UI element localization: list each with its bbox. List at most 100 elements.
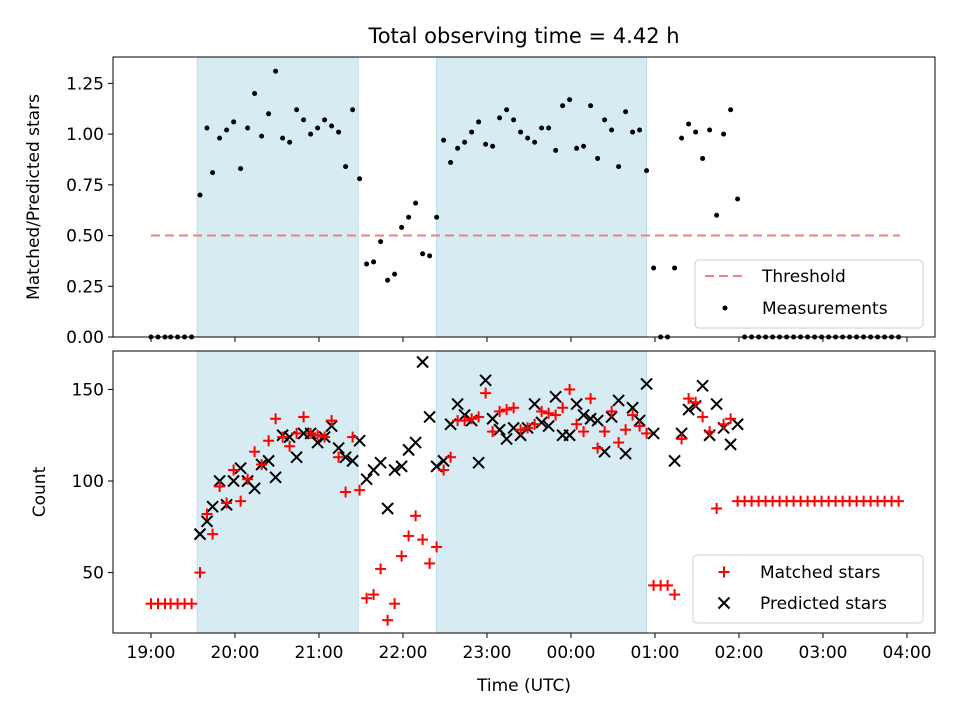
measurement-point [427, 253, 433, 259]
matched-star-point [683, 393, 695, 405]
predicted-star-point [549, 390, 562, 403]
matched-star-point [354, 484, 366, 496]
matched-star-point [473, 411, 485, 423]
legend-measurements-label: Measurements [762, 299, 888, 319]
matched-star-point [270, 413, 282, 425]
measurement-point [637, 127, 643, 133]
matched-star-point [242, 473, 254, 485]
x-tick-label: 20:00 [211, 643, 260, 663]
matched-star-point [312, 429, 324, 441]
measurement-point [259, 133, 265, 139]
measurement-point [392, 271, 398, 277]
matched-star-point [319, 431, 331, 443]
x-tick-label: 03:00 [799, 643, 848, 663]
predicted-star-point [479, 374, 492, 387]
measurement-point [301, 117, 307, 123]
measurement-point [406, 214, 412, 220]
top-y-axis-label: Matched/Predicted stars [24, 94, 44, 300]
predicted-star-point [200, 515, 214, 528]
top-y-tick-label: 0.50 [66, 227, 104, 247]
x-tick-label: 01:00 [631, 643, 680, 663]
measurement-point [434, 214, 440, 220]
legend-predicted-marker [717, 596, 731, 610]
measurement-point [231, 119, 237, 125]
measurement-point [224, 127, 230, 133]
matched-star-point [326, 415, 338, 427]
top-y-tick-label: 1.00 [66, 125, 104, 145]
measurement-point [266, 111, 272, 117]
bottom-y-tick-label: 50 [82, 564, 104, 584]
matched-star-point [201, 508, 213, 520]
measurement-point [455, 145, 461, 151]
shaded-interval [196, 350, 359, 634]
matched-star-point [669, 589, 681, 601]
predicted-star-point [423, 410, 436, 424]
measurement-point [357, 176, 363, 182]
predicted-star-point [332, 441, 345, 455]
measurement-point [197, 192, 203, 198]
matched-star-point [893, 495, 905, 507]
matched-star-point [459, 415, 471, 427]
predicted-star-point [542, 419, 555, 433]
matched-star-point [487, 426, 499, 438]
predicted-star-point [311, 436, 324, 449]
matched-star-point [480, 387, 492, 399]
predicted-star-point [388, 463, 401, 477]
matched-star-point [536, 405, 548, 417]
x-tick-label: 00:00 [547, 643, 596, 663]
measurement-point [714, 212, 720, 218]
measurement-point [511, 117, 517, 123]
matched-star-point [711, 502, 723, 514]
measurement-point [602, 117, 608, 123]
measurement-point [329, 123, 335, 129]
matched-star-point [368, 589, 380, 601]
matched-star-point [634, 420, 646, 432]
predicted-star-point [339, 451, 352, 464]
predicted-star-point [486, 412, 499, 425]
predicted-star-point [535, 416, 548, 429]
matched-star-point [340, 486, 352, 498]
measurement-point [707, 127, 713, 133]
predicted-star-point [612, 394, 625, 407]
predicted-star-point [640, 377, 653, 391]
matched-star-point [424, 557, 436, 569]
measurement-point [273, 68, 279, 74]
matched-star-point [620, 424, 632, 436]
predicted-star-point [409, 436, 422, 449]
matched-star-point [613, 437, 625, 449]
matched-star-point [725, 413, 737, 425]
top-y-tick-label: 1.25 [66, 74, 104, 94]
bottom-y-axis-label: Count [30, 466, 50, 517]
matched-star-point [249, 446, 261, 458]
legend-threshold-label: Threshold [761, 267, 846, 287]
measurement-point [462, 139, 468, 145]
matched-star-point [277, 431, 289, 443]
matched-star-point [445, 451, 457, 463]
matched-star-point [347, 431, 359, 443]
measurement-point [574, 145, 580, 151]
measurement-point [672, 265, 678, 271]
measurement-point [371, 259, 377, 265]
matched-star-point [186, 598, 198, 610]
x-tick-label: 21:00 [295, 643, 344, 663]
measurement-point [399, 224, 405, 230]
matched-star-point [627, 409, 639, 421]
matched-star-point [298, 411, 310, 423]
measurement-point [420, 251, 426, 257]
predicted-star-point [647, 427, 660, 440]
matched-star-point [578, 426, 590, 438]
predicted-star-point [710, 397, 723, 411]
matched-star-point [592, 442, 604, 454]
matched-star-point [256, 459, 268, 471]
measurement-point [553, 147, 559, 153]
measurement-point [546, 125, 552, 131]
matched-star-point [585, 393, 597, 405]
matched-star-point [235, 495, 247, 507]
matched-star-point [557, 402, 569, 414]
legend-predicted-label: Predicted stars [760, 594, 887, 614]
measurement-point [364, 261, 370, 267]
predicted-star-point [619, 447, 632, 460]
bottom-legend: Matched stars Predicted stars [692, 554, 924, 624]
x-tick-label: 22:00 [379, 643, 428, 663]
